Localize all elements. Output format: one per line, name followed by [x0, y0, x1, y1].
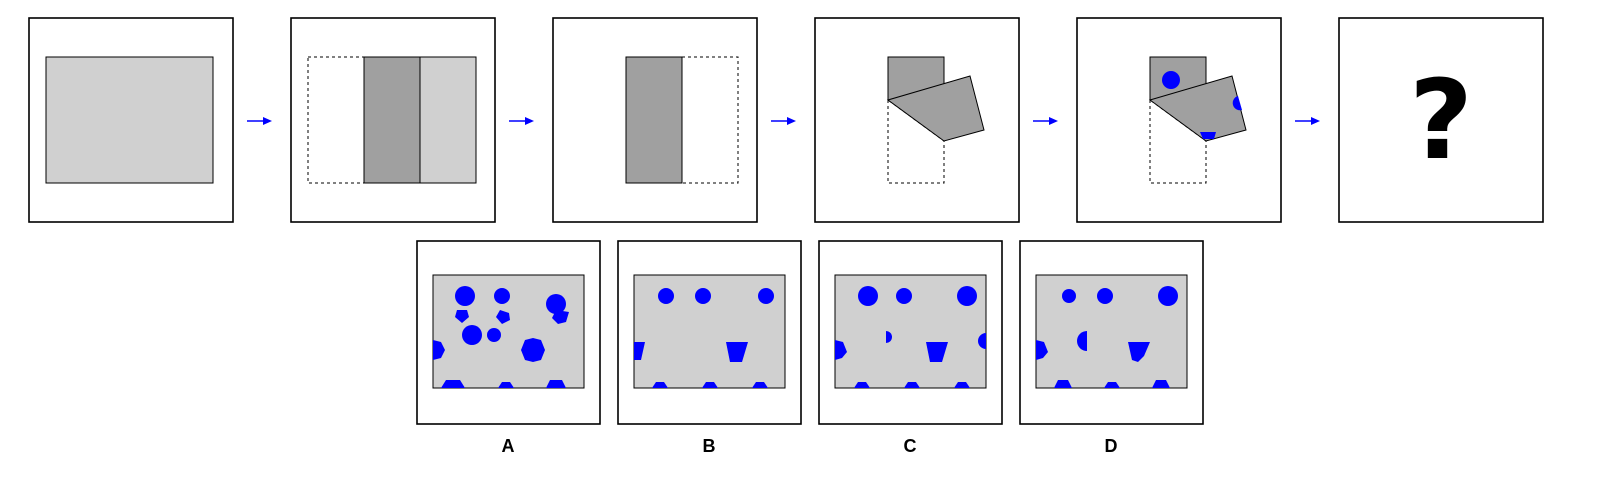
step-1-sheet [45, 56, 214, 184]
option-b-label: B [703, 436, 716, 456]
option-c-hole [854, 382, 870, 388]
option-c-label: C [904, 436, 917, 456]
option-d-label: D [1105, 436, 1118, 456]
option-b[interactable]: B [617, 240, 802, 456]
option-d-hole [1054, 380, 1072, 388]
option-b-hole [752, 382, 768, 388]
option-b-hole [758, 288, 774, 304]
step-2-panel [290, 17, 496, 223]
option-d-hole [1152, 380, 1170, 388]
step-2-sheet-right [419, 56, 477, 184]
option-b-hole [652, 382, 668, 388]
step-4-folded-flap [886, 75, 985, 142]
option-b-hole [726, 342, 748, 362]
step-1-panel [28, 17, 234, 223]
option-d-hole [1128, 342, 1150, 362]
option-c-hole [904, 382, 920, 388]
option-a-hole [433, 340, 445, 360]
option-c-hole [886, 331, 892, 343]
step-5-panel [1076, 17, 1282, 223]
option-a-hole [498, 382, 514, 388]
option-d-hole [1104, 382, 1120, 388]
option-a-hole [546, 294, 566, 314]
option-c-hole [896, 288, 912, 304]
option-c-hole [978, 333, 986, 349]
option-c-hole [858, 286, 878, 306]
option-a-hole [496, 310, 510, 324]
option-c-hole [957, 286, 977, 306]
option-a-hole [546, 380, 566, 388]
option-a-hole [462, 325, 482, 345]
option-a-hole [455, 286, 475, 306]
option-d-hole [1158, 286, 1178, 306]
step-5-edge-hole-right [1232, 96, 1242, 111]
arrow-5 [1295, 117, 1320, 125]
option-c-hole [835, 340, 847, 360]
option-d-hole [1077, 331, 1087, 351]
option-a[interactable]: A [416, 240, 601, 456]
option-b-hole [702, 382, 718, 388]
option-a-hole [487, 328, 501, 342]
step-6-frame [1338, 17, 1544, 223]
option-d-hole [1036, 340, 1048, 360]
step-3-folded-strip [625, 56, 683, 184]
option-a-hole [441, 380, 465, 388]
step-2-ghost-region [307, 56, 365, 184]
option-b-hole [658, 288, 674, 304]
arrow-3 [771, 117, 796, 125]
option-c-hole [926, 342, 948, 362]
step-5-folded-flap [1148, 75, 1247, 142]
arrow-4 [1033, 117, 1058, 125]
option-d-hole [1062, 289, 1076, 303]
question-mark: ? [1409, 56, 1473, 184]
option-b-hole [634, 342, 645, 360]
option-a-hole [455, 310, 469, 323]
step-2-folded-strip [363, 56, 421, 184]
option-b-hole [695, 288, 711, 304]
option-d-hole [1097, 288, 1113, 304]
option-c[interactable]: C [818, 240, 1003, 456]
option-a-hole [521, 338, 545, 362]
option-a-hole [494, 288, 510, 304]
option-d[interactable]: D [1019, 240, 1204, 456]
option-c-hole [954, 382, 970, 388]
step-6-panel: ? [1338, 17, 1544, 223]
step-3-ghost-region [681, 56, 739, 184]
step-5-edge-hole-bottom [1200, 132, 1216, 139]
arrow-2 [509, 117, 534, 125]
step-5-circle-hole [1162, 71, 1180, 89]
option-a-label: A [502, 436, 515, 456]
arrow-1 [247, 117, 272, 125]
step-4-panel [814, 17, 1020, 223]
option-a-hole [552, 310, 569, 324]
step-3-panel [552, 17, 758, 223]
